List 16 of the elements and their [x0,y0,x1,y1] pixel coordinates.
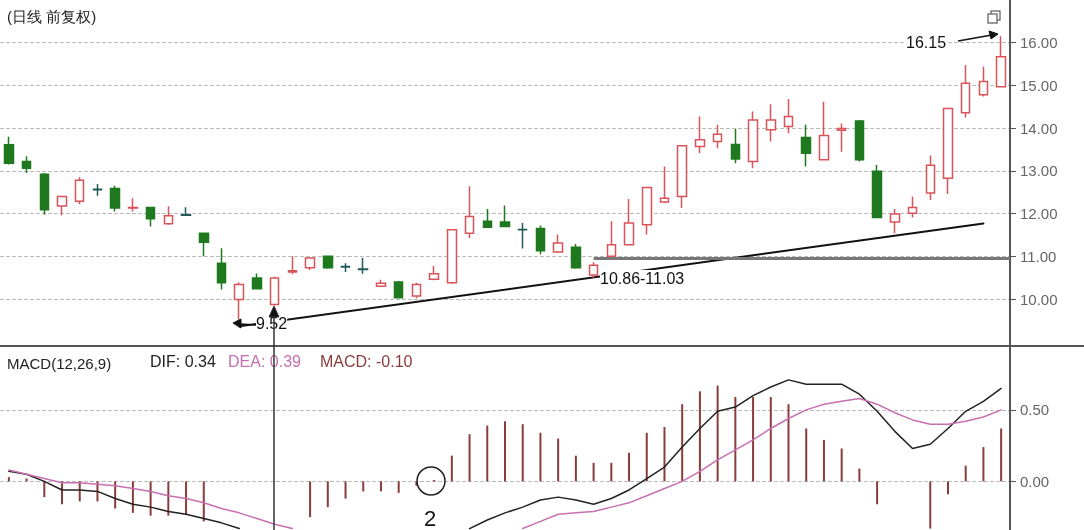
text: (日线 前复权) [7,8,97,25]
annotation: MACD: -0.10 [320,352,413,370]
y-tick-label: 12.00 [1020,205,1058,223]
y-tick-label: 0.50 [1020,401,1050,419]
y-tick-label: 13.00 [1020,162,1058,180]
text: MACD(12,26,9) [7,355,112,372]
y-tick-label: 11.00 [1020,247,1057,265]
annotation: DIF: 0.34 [150,352,216,370]
y-tick-label: 15.00 [1020,76,1058,94]
annotation: 10.86-11.03 [600,269,685,287]
y-tick-label: 14.00 [1020,119,1058,137]
y-tick-label: 16.00 [1020,34,1058,52]
y-tick-label: 10.00 [1020,290,1058,308]
y-tick-label: 0.00 [1020,472,1050,490]
annotation: 2 [424,505,437,530]
annotation: 16.15 [906,33,947,51]
